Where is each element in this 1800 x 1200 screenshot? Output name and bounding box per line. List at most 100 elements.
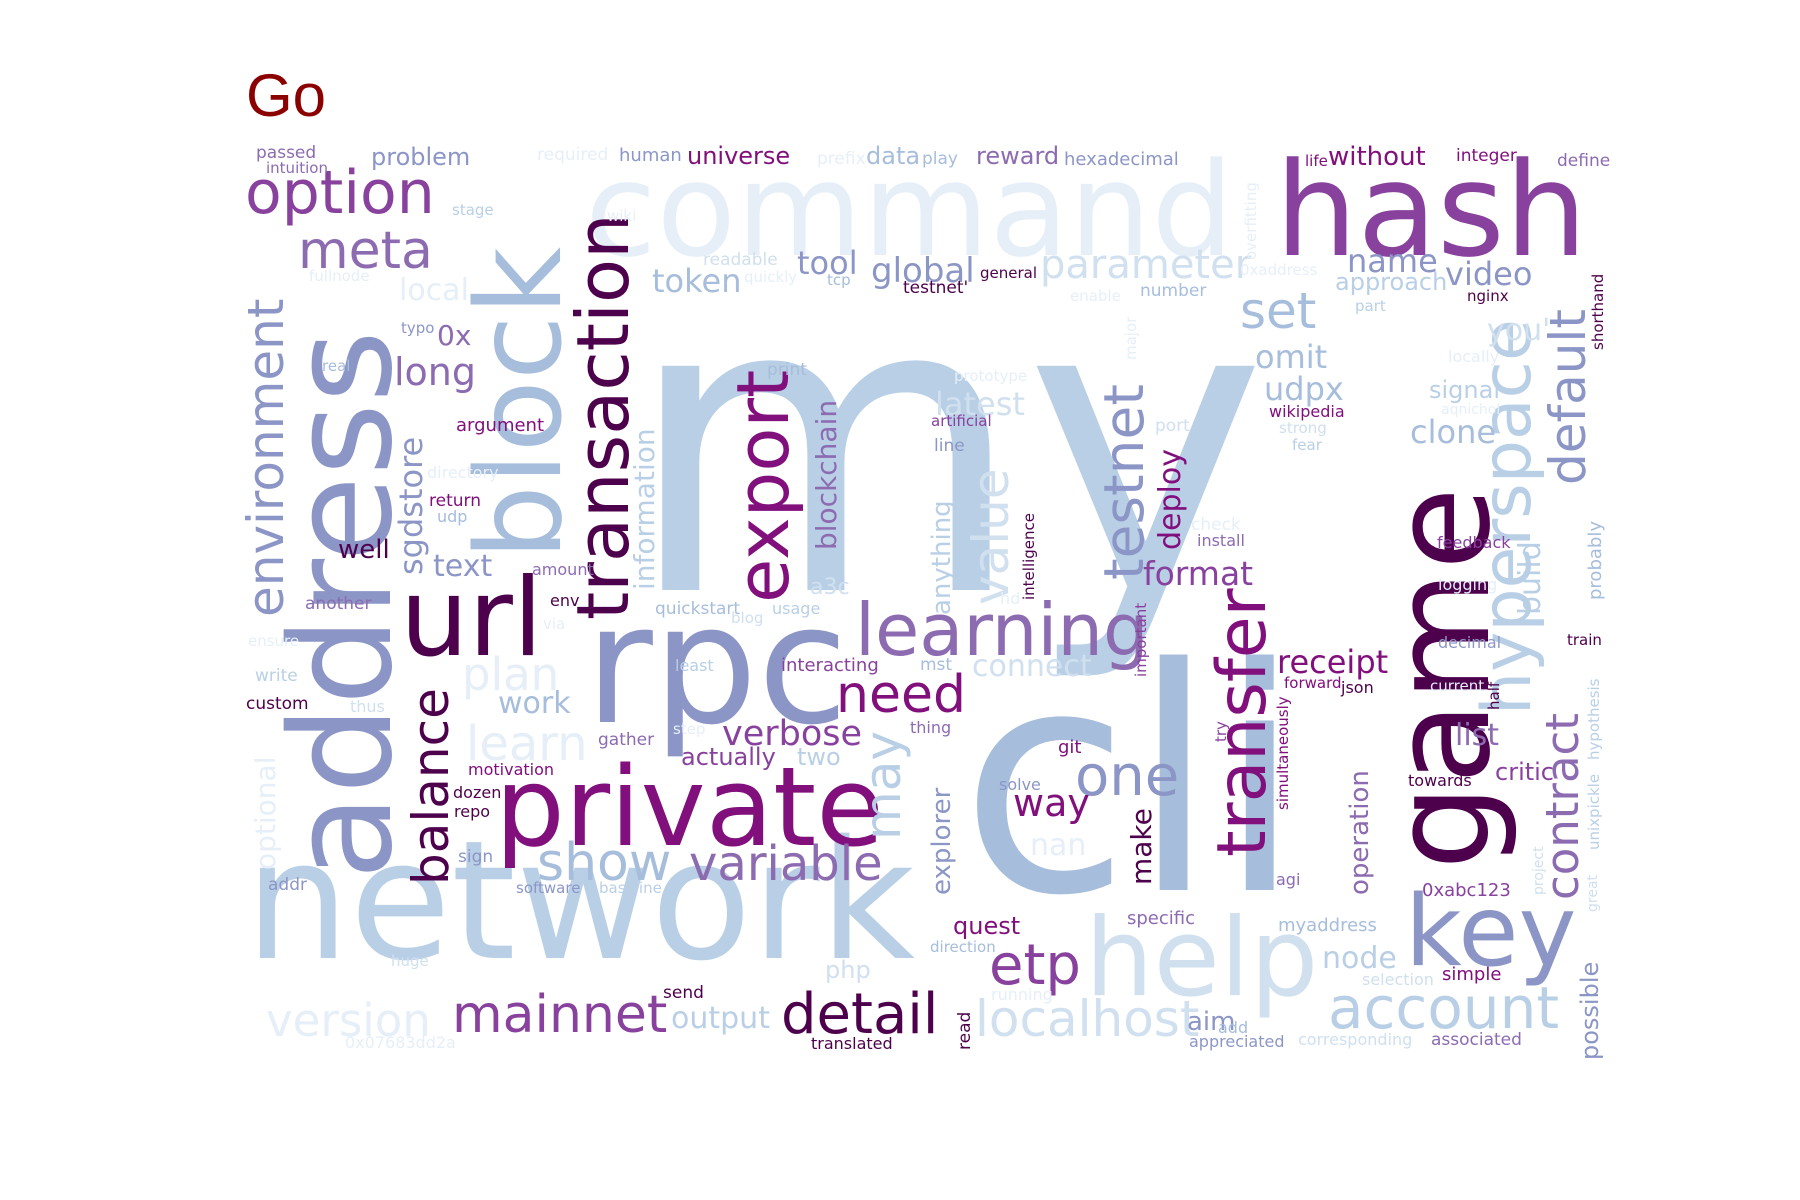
cloud-word: define — [1557, 151, 1610, 171]
cloud-word: tool — [797, 244, 858, 282]
cloud-word: may — [854, 731, 912, 840]
cloud-word: great — [1585, 874, 1601, 912]
cloud-word: solve — [999, 775, 1041, 794]
cloud-word: addr — [268, 875, 307, 895]
cloud-word: passed — [256, 143, 316, 163]
cloud-word: myaddress — [1278, 915, 1377, 936]
cloud-word: running — [991, 985, 1053, 1004]
cloud-word: testnet — [1092, 384, 1156, 580]
cloud-word: add — [1218, 1018, 1248, 1037]
cloud-word: huge — [391, 952, 429, 970]
cloud-word: strong — [1279, 419, 1327, 437]
cloud-word: software — [516, 879, 580, 897]
cloud-word: hexadecimal — [1064, 149, 1179, 170]
cloud-word: thus — [350, 697, 385, 716]
cloud-word: prefix — [817, 149, 866, 169]
cloud-word: usage — [772, 599, 820, 618]
cloud-word: interacting — [781, 655, 879, 676]
cloud-word: integer — [1456, 146, 1517, 166]
cloud-word: clone — [1410, 413, 1496, 451]
cloud-word: important — [1132, 603, 1150, 677]
cloud-word: ensure — [248, 632, 299, 650]
cloud-word: least — [675, 656, 714, 675]
cloud-word: motivation — [468, 760, 554, 779]
cloud-word: connect — [972, 649, 1092, 684]
cloud-word: name — [1347, 242, 1438, 280]
cloud-word: aim — [1187, 1007, 1235, 1037]
cloud-word: fullnode — [309, 267, 370, 285]
cloud-word: anything — [927, 500, 957, 615]
cloud-word: prototype — [954, 367, 1027, 385]
cloud-word: install — [1197, 531, 1245, 550]
cloud-word: artificial — [931, 412, 992, 430]
cloud-word: variable — [689, 836, 883, 892]
cloud-word: logging — [1438, 575, 1497, 594]
cloud-word: agi — [1276, 870, 1300, 889]
cloud-word: appreciated — [1189, 1032, 1285, 1051]
cloud-word: approach — [1335, 268, 1447, 296]
cloud-word: rpc — [585, 569, 848, 761]
cloud-word: quickly — [744, 268, 797, 286]
cloud-word: cli — [960, 603, 1303, 964]
cloud-word: required — [537, 145, 608, 165]
cloud-word: fear — [1292, 436, 1323, 454]
cloud-word: simple — [1442, 964, 1501, 985]
cloud-word: udpx — [1264, 370, 1344, 408]
figure-title: Go — [246, 62, 327, 129]
cloud-word: enable — [1070, 287, 1121, 305]
cloud-word: number — [1140, 281, 1206, 301]
cloud-word: general — [980, 264, 1037, 282]
cloud-word: port — [1155, 416, 1190, 436]
cloud-word: critic — [1495, 758, 1554, 786]
cloud-word: nginx — [1467, 287, 1509, 305]
cloud-word: omit — [1255, 338, 1327, 376]
cloud-word: help — [1085, 896, 1318, 1021]
cloud-word: hypothesis — [1585, 678, 1603, 760]
cloud-word: block — [450, 247, 588, 560]
cloud-word: long — [394, 350, 476, 394]
cloud-word: life — [1305, 152, 1328, 170]
cloud-word: detail — [781, 982, 938, 1047]
cloud-word: direction — [930, 938, 996, 956]
cloud-word: well — [338, 535, 390, 565]
cloud-word: repo — [454, 802, 490, 821]
cloud-word: readable — [703, 250, 778, 270]
cloud-word: work — [498, 686, 571, 721]
cloud-word: mainnet — [452, 985, 667, 1045]
cloud-word: nan — [1030, 828, 1086, 863]
cloud-word: explorer — [927, 787, 957, 895]
cloud-word: read — [955, 1012, 975, 1050]
cloud-word: 0x — [437, 319, 471, 352]
cloud-word: send — [663, 983, 704, 1003]
cloud-word: aqnichol — [1441, 402, 1500, 418]
cloud-word: meta — [298, 221, 433, 281]
cloud-word: corresponding — [1298, 1030, 1412, 1049]
cloud-word: plan — [462, 648, 559, 701]
cloud-word: information — [628, 428, 661, 590]
cloud-word: forward — [1284, 674, 1342, 692]
cloud-word: testnet' — [903, 278, 968, 298]
cloud-word: learning — [855, 588, 1149, 672]
cloud-word: environment — [237, 299, 295, 617]
cloud-word: global — [871, 251, 975, 291]
cloud-word: simultaneously — [1274, 696, 1292, 810]
cloud-word: local — [399, 273, 469, 308]
cloud-word: contract — [1536, 713, 1589, 900]
cloud-word: check — [1191, 515, 1241, 535]
cloud-word: default — [1539, 309, 1597, 485]
cloud-word: format — [1143, 554, 1253, 593]
cloud-word: write — [255, 666, 298, 686]
cloud-word: line — [934, 436, 965, 456]
cloud-word: command — [585, 134, 1234, 286]
cloud-word: transfer — [1203, 588, 1282, 857]
cloud-word: etp — [989, 933, 1081, 998]
cloud-word: actually — [681, 743, 776, 771]
cloud-word: print — [767, 360, 807, 380]
cloud-word: git — [1058, 737, 1081, 758]
cloud-word: operation — [1345, 770, 1375, 895]
cloud-word: train — [1567, 631, 1602, 649]
cloud-word: address — [261, 330, 424, 880]
cloud-word: private — [495, 743, 884, 871]
cloud-word: one — [1075, 744, 1179, 809]
cloud-word: url — [400, 556, 543, 681]
